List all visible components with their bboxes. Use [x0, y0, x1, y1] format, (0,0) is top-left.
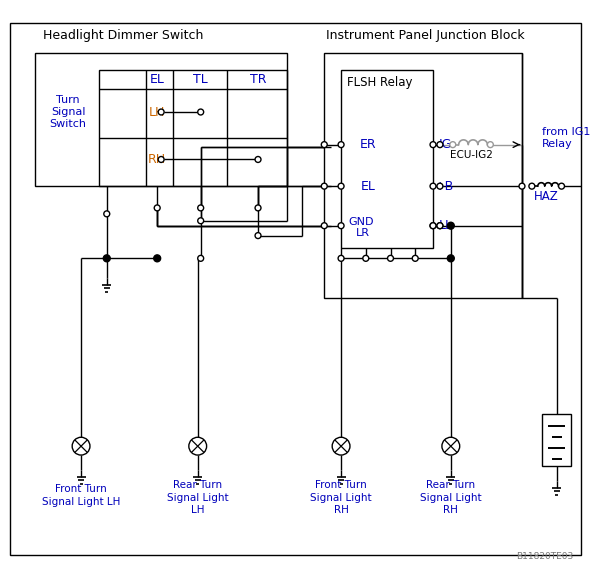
Circle shape: [437, 183, 443, 189]
Text: LR: LR: [356, 228, 370, 238]
Circle shape: [559, 183, 565, 189]
Text: B11820TE03: B11820TE03: [516, 552, 574, 561]
Circle shape: [338, 183, 344, 189]
Circle shape: [321, 223, 327, 228]
Circle shape: [72, 437, 90, 455]
Text: Headlight Dimmer Switch: Headlight Dimmer Switch: [43, 29, 204, 42]
Circle shape: [198, 255, 203, 261]
Circle shape: [363, 255, 369, 261]
Circle shape: [529, 183, 535, 189]
Bar: [99, 69, 287, 186]
Circle shape: [321, 183, 327, 189]
Circle shape: [430, 223, 436, 228]
Text: RH: RH: [148, 153, 166, 166]
Circle shape: [388, 255, 394, 261]
Text: Front Turn
Signal Light
RH: Front Turn Signal Light RH: [310, 480, 372, 515]
Circle shape: [255, 232, 261, 239]
Circle shape: [154, 205, 160, 211]
Circle shape: [332, 437, 350, 455]
Circle shape: [198, 205, 203, 211]
Circle shape: [430, 183, 436, 189]
Text: GND: GND: [348, 217, 374, 227]
Circle shape: [448, 255, 454, 262]
Circle shape: [487, 142, 493, 148]
Circle shape: [321, 142, 327, 148]
Circle shape: [519, 183, 525, 189]
Circle shape: [338, 255, 344, 261]
Bar: [35, 53, 287, 186]
Circle shape: [450, 142, 456, 148]
Circle shape: [198, 109, 203, 115]
Circle shape: [158, 157, 164, 162]
Text: Instrument Panel Junction Block: Instrument Panel Junction Block: [326, 29, 524, 42]
Circle shape: [338, 142, 344, 148]
Text: IG: IG: [439, 138, 452, 151]
Text: ER: ER: [359, 138, 376, 151]
Bar: [341, 71, 433, 249]
Circle shape: [437, 223, 443, 228]
Circle shape: [430, 223, 436, 228]
Circle shape: [198, 218, 203, 224]
Text: Turn
Signal
Switch: Turn Signal Switch: [50, 95, 87, 129]
Text: LL: LL: [439, 219, 453, 232]
Text: +B: +B: [434, 180, 454, 193]
Circle shape: [338, 223, 344, 228]
Circle shape: [430, 142, 436, 148]
Text: Rear Turn
Signal Light
RH: Rear Turn Signal Light RH: [420, 480, 482, 515]
Bar: [324, 53, 522, 298]
Text: Front Turn
Signal Light LH: Front Turn Signal Light LH: [42, 484, 120, 507]
Bar: [542, 413, 571, 466]
Circle shape: [437, 223, 443, 228]
Circle shape: [255, 157, 261, 162]
Circle shape: [437, 142, 443, 148]
Text: FLSH Relay: FLSH Relay: [347, 76, 412, 89]
Text: EL: EL: [150, 73, 164, 86]
Text: TR: TR: [250, 73, 266, 86]
Text: LH: LH: [149, 106, 166, 118]
Circle shape: [442, 437, 460, 455]
Circle shape: [154, 255, 161, 262]
Text: from IG1
Relay: from IG1 Relay: [542, 126, 590, 149]
Text: TL: TL: [193, 73, 208, 86]
Circle shape: [255, 205, 261, 211]
Circle shape: [158, 109, 164, 115]
Text: ECU-IG2: ECU-IG2: [450, 149, 493, 160]
Text: EL: EL: [361, 180, 375, 193]
Circle shape: [189, 437, 206, 455]
Text: HAZ: HAZ: [535, 189, 559, 203]
Circle shape: [412, 255, 418, 261]
Circle shape: [103, 255, 110, 262]
Text: Rear Turn
Signal Light
LH: Rear Turn Signal Light LH: [167, 480, 229, 515]
Circle shape: [448, 222, 454, 229]
Circle shape: [104, 211, 110, 217]
